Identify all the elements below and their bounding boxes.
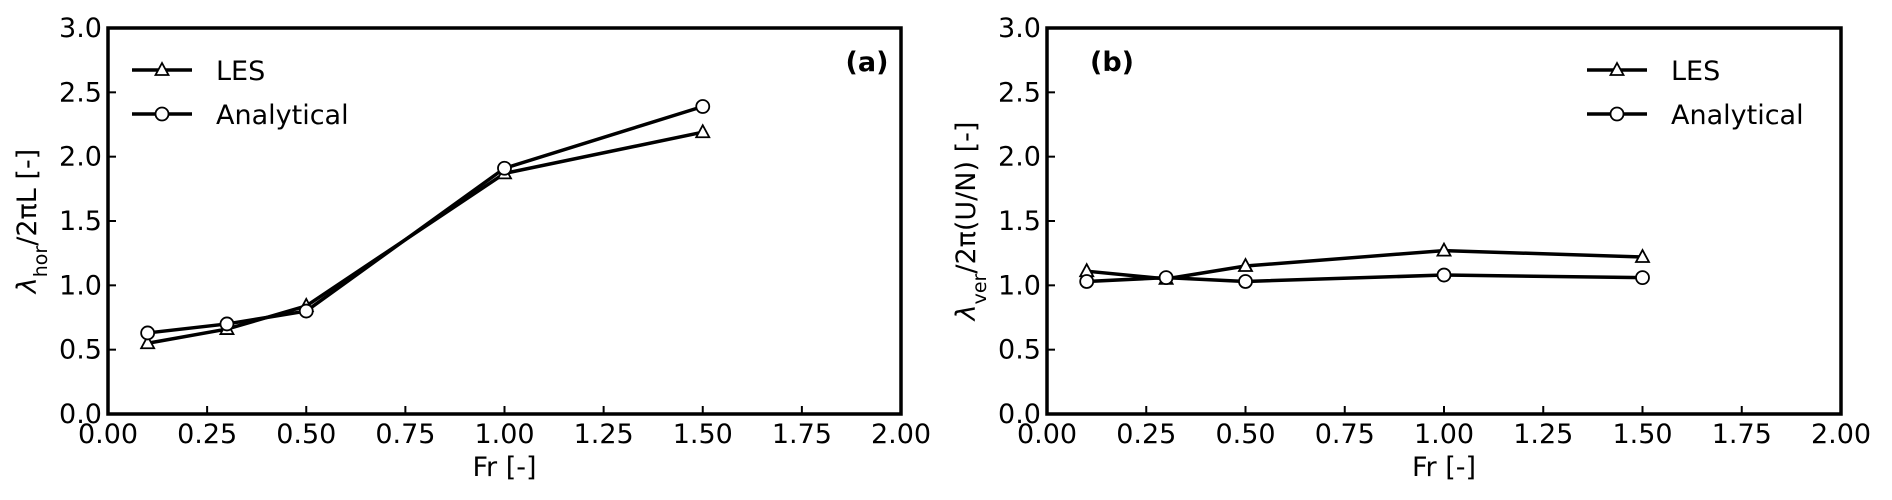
y-tick-label: 1.0 xyxy=(998,270,1041,301)
data-point xyxy=(139,334,156,350)
y-tick-label: 1.5 xyxy=(998,206,1041,237)
y-axis-label-rest: /2πL [-] xyxy=(12,149,43,246)
y-axis-label: λver/2π(U/N) [-] xyxy=(951,122,991,323)
data-point xyxy=(1635,270,1650,286)
x-tick-label: 1.50 xyxy=(673,419,733,450)
x-tick-label: 1.50 xyxy=(1612,419,1672,450)
legend-label: Analytical xyxy=(1671,100,1804,131)
y-axis-label: λhor/2πL [-] xyxy=(12,149,52,295)
y-tick-label: 3.0 xyxy=(59,13,102,44)
legend: LES Analytical xyxy=(132,56,349,131)
legend-entry: Analytical xyxy=(132,100,349,131)
y-tick-label: 2.5 xyxy=(998,77,1041,108)
legend-marker xyxy=(1609,106,1625,122)
y-axis-label-symbol: λ xyxy=(12,277,43,295)
legend-marker xyxy=(153,61,171,76)
panel-label: (a) xyxy=(846,47,889,78)
panel-b: 0.00 0.25 0.50 0.75 1.00 1.25 1.50 1.75 2.00 0.0 0… xyxy=(951,13,1871,483)
legend-entry: LES xyxy=(1587,56,1720,87)
legend-marker xyxy=(1608,61,1626,76)
y-axis-label-subscript: hor xyxy=(30,246,52,278)
x-tick-label: 0.25 xyxy=(177,419,237,450)
y-tick-label: 0.0 xyxy=(59,399,102,430)
legend-entry: LES xyxy=(132,56,265,87)
series-analytical xyxy=(140,99,711,341)
data-point xyxy=(219,316,235,332)
x-tick-label: 1.75 xyxy=(1712,419,1772,450)
panel-a: 0.00 0.25 0.50 0.75 1.00 1.25 1.50 1.75 2.00 0.0 0… xyxy=(12,13,931,483)
data-point xyxy=(1158,270,1174,286)
x-tick-label: 0.25 xyxy=(1116,419,1176,450)
x-axis-label: Fr [-] xyxy=(1412,452,1476,483)
data-point xyxy=(1436,267,1452,283)
series-line xyxy=(147,104,704,335)
x-tick-label: 0.75 xyxy=(1315,419,1375,450)
x-tick-label: 0.75 xyxy=(375,419,435,450)
data-point xyxy=(1079,274,1095,289)
x-tick-label: 0.50 xyxy=(276,419,336,450)
data-point xyxy=(695,99,711,114)
x-tick-label: 0.50 xyxy=(1215,419,1275,450)
plot-frame xyxy=(1045,26,1843,416)
data-point xyxy=(1238,274,1253,289)
x-tick-label: 1.75 xyxy=(772,419,832,450)
data-point xyxy=(140,325,156,341)
x-tick-label: 1.00 xyxy=(474,419,534,450)
data-point xyxy=(1634,248,1651,263)
data-point xyxy=(298,303,314,319)
series-les xyxy=(139,123,711,350)
legend: LES Analytical xyxy=(1587,56,1804,131)
y-tick-label: 0.0 xyxy=(998,399,1041,430)
data-point xyxy=(1237,257,1254,272)
data-point xyxy=(694,123,711,139)
data-point xyxy=(497,160,512,176)
y-tick-label: 2.0 xyxy=(59,142,102,173)
y-tick-label: 1.0 xyxy=(59,270,102,301)
series-line xyxy=(147,130,704,345)
legend-label: LES xyxy=(216,56,265,87)
y-tick-label: 0.5 xyxy=(59,335,102,366)
y-axis-label-subscript: ver xyxy=(969,273,991,304)
legend-label: LES xyxy=(1671,56,1720,87)
x-tick-label: 1.00 xyxy=(1414,419,1474,450)
x-tick-label: 0.00 xyxy=(1017,419,1077,450)
x-tick-label: 1.25 xyxy=(1513,419,1573,450)
series-analytical xyxy=(1079,267,1650,289)
y-tick-label: 0.5 xyxy=(998,335,1041,366)
legend-entry: Analytical xyxy=(1587,100,1804,131)
legend-marker xyxy=(154,106,170,122)
x-tick-label: 0.00 xyxy=(78,419,138,450)
x-axis-label: Fr [-] xyxy=(472,452,536,483)
x-tick-label: 2.00 xyxy=(871,419,931,450)
y-tick-label: 1.5 xyxy=(59,206,102,237)
y-tick-label: 3.0 xyxy=(998,13,1041,44)
x-tick-label: 2.00 xyxy=(1811,419,1871,450)
y-tick-label: 2.0 xyxy=(998,142,1041,173)
y-tick-label: 2.5 xyxy=(59,77,102,108)
data-point xyxy=(1435,241,1453,257)
panel-label: (b) xyxy=(1090,47,1134,78)
legend-label: Analytical xyxy=(216,100,349,131)
y-axis-label-rest: /2π(U/N) [-] xyxy=(951,122,982,274)
y-axis-label-symbol: λ xyxy=(951,304,982,322)
x-tick-label: 1.25 xyxy=(574,419,634,450)
